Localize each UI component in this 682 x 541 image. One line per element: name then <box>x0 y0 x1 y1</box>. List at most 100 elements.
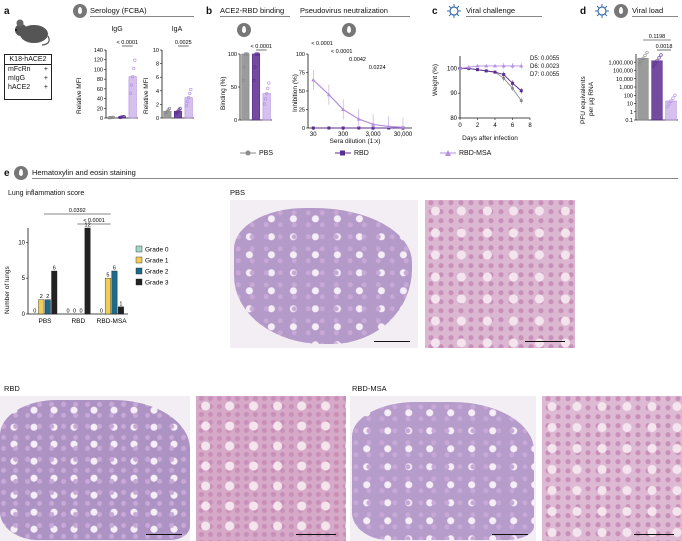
y-tick-label: 5 <box>22 276 26 282</box>
data-point <box>519 63 524 68</box>
photo-label-rbd-msa: RBD-MSA <box>352 384 387 393</box>
y-tick-label: 1,000 <box>619 85 633 91</box>
panel-d-label: d <box>580 6 587 17</box>
bar-rbd-msa-grade-2 <box>111 270 118 315</box>
genotype-name: mFcRn <box>8 66 31 73</box>
iga-title: IgA <box>171 26 183 33</box>
data-point <box>484 69 488 73</box>
y-tick-label: 100 <box>94 67 103 73</box>
data-point <box>653 62 657 66</box>
tissue-shape <box>0 400 190 540</box>
legend-label: Grade 2 <box>145 269 169 276</box>
data-point <box>371 122 376 126</box>
legend-swatch <box>135 245 143 253</box>
weight-chart: 80 90 100 0 2 4 6 8 <box>447 56 532 129</box>
data-point <box>109 115 113 120</box>
y-tick-label: 0 <box>302 126 305 132</box>
y-tick-label: 0 <box>100 116 103 122</box>
y-tick-label: 100,000 <box>613 69 633 75</box>
neutralization-chart: 0 25 50 75 100 30 300 3,000 30,000 < 0.0001 < 0.00… <box>296 41 413 138</box>
scale-bar <box>374 341 410 343</box>
virus-icon <box>595 4 609 18</box>
y-tick-label: 60 <box>97 87 103 93</box>
panel-e-label: e <box>4 168 10 179</box>
data-point <box>267 81 271 85</box>
data-point <box>659 53 663 57</box>
panel-b-header-binding: ACE2-RBD binding <box>220 6 290 17</box>
p-value: 0.0224 <box>369 65 386 71</box>
y-tick-label: 90 <box>450 91 457 97</box>
data-point <box>501 63 506 68</box>
data-label: 2 <box>46 294 49 300</box>
x-tick-label: 2 <box>476 123 480 129</box>
bar-rbd-msa-grade-1 <box>104 277 111 315</box>
bar-pbs <box>241 53 250 121</box>
legend-label: Grade 3 <box>145 280 169 287</box>
data-label: 1 <box>119 301 122 307</box>
data-point <box>493 70 497 74</box>
series-line-rbd-msa <box>459 65 522 69</box>
genotype-value: + <box>43 75 48 82</box>
scale-bar <box>634 534 674 536</box>
genotype-row: mIgG + <box>5 74 51 83</box>
p-value: 0.0025 <box>175 40 192 46</box>
data-point <box>187 95 191 100</box>
y-tick-label: 0 <box>22 312 26 318</box>
data-label: 6 <box>113 266 116 272</box>
y-tick-label: 10,000 <box>616 77 633 83</box>
legend-label: Grade 1 <box>145 258 169 265</box>
y-tick-label: 6 <box>156 75 159 81</box>
legend-item-rbd-msa: RBD-MSA <box>440 149 491 157</box>
drop-icon <box>342 23 356 37</box>
data-point <box>476 68 479 72</box>
lungs-icon <box>14 166 28 180</box>
drop-icon <box>237 23 251 37</box>
y-tick-label: 100 <box>228 52 237 58</box>
x-tick-label: 30,000 <box>394 132 413 138</box>
p-value: D5: 0.0055 <box>530 56 560 62</box>
data-point <box>262 102 267 106</box>
panel-c-header: Viral challenge <box>466 6 542 17</box>
bar-rbd <box>251 53 261 121</box>
data-label: 0 <box>73 309 76 315</box>
legend-swatch <box>335 150 351 156</box>
bar-rbd <box>173 110 183 119</box>
x-tick-label: 0 <box>458 123 462 129</box>
scale-bar <box>146 534 182 536</box>
data-point <box>110 115 115 120</box>
panel-e-header: Hematoxylin and eosin staining <box>32 168 678 179</box>
y-tick-label: 100 <box>296 52 305 58</box>
data-point <box>311 126 315 130</box>
data-point <box>484 63 489 68</box>
y-tick-label: 0 <box>234 118 237 124</box>
data-point <box>502 76 506 80</box>
virus-icon <box>447 4 461 18</box>
data-point <box>475 63 480 68</box>
bar-rbd-grade-3 <box>84 227 91 315</box>
data-point <box>243 52 247 56</box>
lungs-icon <box>614 4 628 18</box>
y-tick-label: 10 <box>627 102 633 108</box>
legend-swatch <box>135 278 143 286</box>
y-tick-label: 140 <box>94 48 103 54</box>
weight-xlabel: Days after infection <box>462 135 518 142</box>
weight-ylabel: Weight (%) <box>432 63 439 96</box>
data-point <box>132 66 136 71</box>
bar-rbd <box>651 60 663 121</box>
data-label: 2 <box>40 294 43 300</box>
histology-rbd-detail <box>196 396 346 541</box>
histology-rbd-overview <box>0 396 190 541</box>
panel-a-header: Serology (FCBA) <box>90 6 194 17</box>
data-point <box>341 126 345 130</box>
bar-pbs-grade-1 <box>38 299 45 315</box>
viral-load-ylabel-1: PFU equivalents <box>580 76 587 124</box>
data-point <box>133 58 137 62</box>
histology-rbd-msa-detail <box>542 396 682 541</box>
y-tick-label: 80 <box>97 77 103 83</box>
data-point <box>255 52 259 56</box>
data-point <box>327 126 331 130</box>
data-point <box>242 65 246 69</box>
bar-rbd-msa <box>262 93 271 121</box>
data-point <box>178 106 182 111</box>
p-value: < 0.0001 <box>83 218 105 224</box>
